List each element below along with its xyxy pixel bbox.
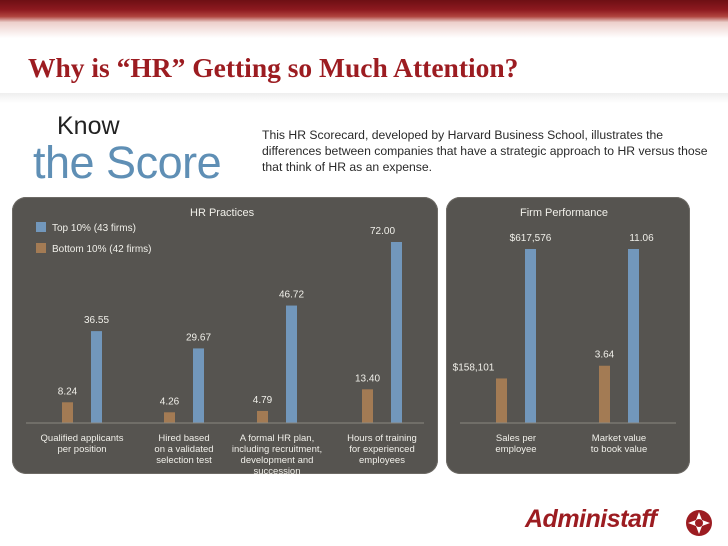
slide-title: Why is “HR” Getting so Much Attention? <box>28 52 519 83</box>
category-label-3: Hours of training for experienced employee… <box>347 433 417 466</box>
category-label-line: Market value <box>592 433 646 444</box>
hr-practices-chart: 8.24 36.55 Qualified applicants per positio… <box>26 226 424 477</box>
value-label-top-0: 36.55 <box>84 315 109 326</box>
legend-top-swatch <box>36 222 46 232</box>
firm-performance-title: Firm Performance <box>520 207 609 219</box>
category-label-line: per position <box>57 444 106 455</box>
legend-top: Top 10% (43 firms) <box>36 222 136 234</box>
firm-performance-chart: $158,101 $617,576 Sales per employee 3.64 11.… <box>453 233 676 455</box>
legend-bottom: Bottom 10% (42 firms) <box>36 243 151 255</box>
intro-text: This HR Scorecard, developed by Harvard … <box>262 128 708 174</box>
value-label-bottom-0: 8.24 <box>58 386 78 397</box>
category-label-line: for experienced <box>349 444 414 455</box>
category-label-line: development and <box>241 455 314 466</box>
category-label-line: Hired based <box>158 433 209 444</box>
bar-bottom-0 <box>496 378 507 423</box>
value-label-top-3: 72.00 <box>370 226 395 237</box>
value-label-bottom-1: 3.64 <box>595 350 615 361</box>
category-label-1: Hired based on a validated selection test <box>154 433 213 466</box>
hr-practices-panel: HR Practices Top 10% (43 firms) Bottom 1… <box>12 197 438 477</box>
firm-performance-panel: Firm Performance $158,101 $617,576 Sales p… <box>446 197 690 474</box>
legend-bottom-swatch <box>36 243 46 253</box>
administaff-logo-mark-icon <box>686 510 712 536</box>
administaff-logo: Administaff <box>525 505 657 533</box>
know-heading: Know <box>57 112 120 140</box>
category-label-0: Sales per employee <box>495 433 536 455</box>
value-label-top-1: 29.67 <box>186 332 211 343</box>
category-label-line: Sales per <box>496 433 536 444</box>
category-label-line: succession <box>254 466 301 477</box>
category-label-line: on a validated <box>154 444 213 455</box>
value-label-bottom-0: $158,101 <box>453 362 495 373</box>
category-label-line: including recruitment, <box>232 444 322 455</box>
category-label-line: Hours of training <box>347 433 417 444</box>
bar-top-1 <box>628 249 639 423</box>
value-label-bottom-3: 13.40 <box>355 373 380 384</box>
hr-practices-title: HR Practices <box>190 207 255 219</box>
bar-top-0 <box>91 331 102 423</box>
value-label-bottom-1: 4.26 <box>160 396 180 407</box>
category-label-line: employees <box>359 455 405 466</box>
bar-top-1 <box>193 348 204 423</box>
title-rule <box>0 93 728 103</box>
bar-top-0 <box>525 249 536 423</box>
bar-bottom-1 <box>599 365 610 423</box>
category-label-line: Qualified applicants <box>41 433 124 444</box>
bar-bottom-0 <box>62 402 73 423</box>
top-band <box>0 0 728 38</box>
category-label-0: Qualified applicants per position <box>41 433 124 455</box>
value-label-bottom-2: 4.79 <box>253 395 273 406</box>
value-label-top-0: $617,576 <box>510 233 552 244</box>
legend-top-label: Top 10% (43 firms) <box>52 223 136 234</box>
bar-bottom-3 <box>362 389 373 423</box>
bar-top-2 <box>286 305 297 423</box>
category-label-line: employee <box>495 444 536 455</box>
category-label-line: A formal HR plan, <box>240 433 314 444</box>
value-label-top-1: 11.06 <box>629 233 654 244</box>
category-label-line: to book value <box>591 444 648 455</box>
score-heading: the Score <box>33 137 222 188</box>
bar-top-3 <box>391 242 402 423</box>
value-label-top-2: 46.72 <box>279 290 304 301</box>
bar-bottom-2 <box>257 410 268 423</box>
category-label-2: A formal HR plan, including recruitment, d… <box>232 433 322 477</box>
legend-bottom-label: Bottom 10% (42 firms) <box>52 244 152 255</box>
category-label-line: selection test <box>156 455 212 466</box>
category-label-1: Market value to book value <box>591 433 648 455</box>
bar-bottom-1 <box>164 412 175 423</box>
